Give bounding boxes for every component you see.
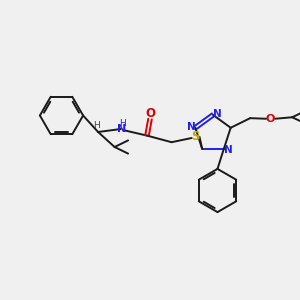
Text: S: S <box>191 130 200 143</box>
Text: H: H <box>119 118 126 127</box>
Text: N: N <box>212 109 221 119</box>
Text: N: N <box>117 124 126 134</box>
Text: O: O <box>266 114 275 124</box>
Text: O: O <box>146 106 156 120</box>
Text: N: N <box>224 145 233 155</box>
Text: H: H <box>93 121 100 130</box>
Text: N: N <box>187 122 196 132</box>
